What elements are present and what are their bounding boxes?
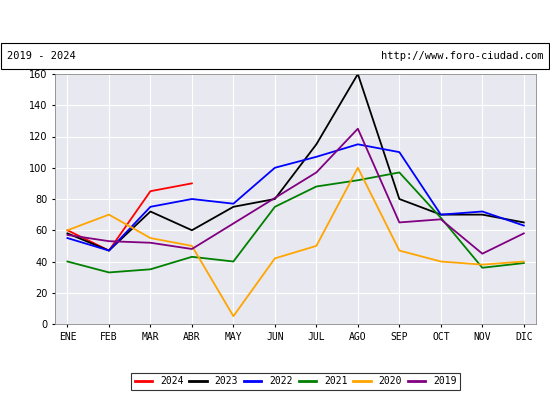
FancyBboxPatch shape: [1, 43, 549, 68]
Text: Evolucion Nº Turistas Extranjeros en el municipio de Cospeito: Evolucion Nº Turistas Extranjeros en el …: [31, 14, 519, 28]
Text: http://www.foro-ciudad.com: http://www.foro-ciudad.com: [381, 51, 543, 61]
Text: 2019 - 2024: 2019 - 2024: [7, 51, 75, 61]
Legend: 2024, 2023, 2022, 2021, 2020, 2019: 2024, 2023, 2022, 2021, 2020, 2019: [131, 373, 460, 390]
